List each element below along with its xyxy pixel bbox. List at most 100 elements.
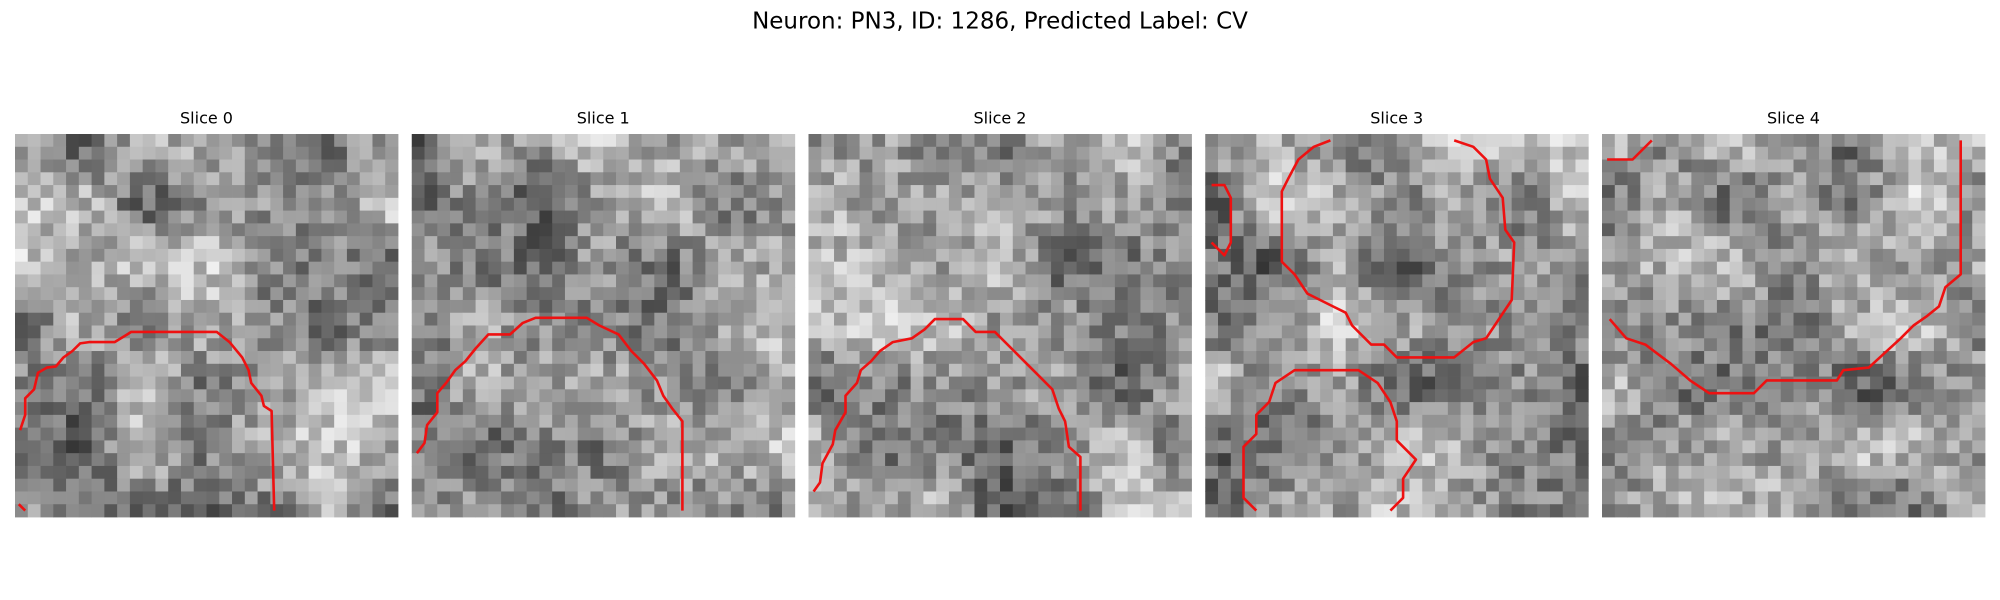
pixel	[1127, 185, 1141, 199]
pixel	[1870, 197, 1884, 211]
pixel	[1038, 478, 1052, 492]
pixel	[1089, 159, 1103, 173]
pixel	[910, 134, 924, 148]
pixel	[846, 312, 860, 326]
pixel	[1627, 197, 1641, 211]
pixel	[488, 478, 502, 492]
pixel	[1946, 453, 1960, 467]
pixel	[1038, 274, 1052, 288]
pixel	[577, 248, 591, 263]
pixel	[718, 223, 732, 237]
pixel	[1486, 338, 1500, 352]
pixel	[155, 299, 169, 314]
pixel	[603, 312, 617, 326]
pixel	[974, 338, 988, 352]
pixel	[385, 159, 399, 173]
pixel	[1473, 274, 1487, 288]
pixel	[1218, 312, 1232, 326]
pixel	[1063, 210, 1077, 224]
pixel	[1972, 402, 1986, 416]
pixel	[1102, 376, 1116, 390]
pixel	[1012, 363, 1026, 377]
pixel	[488, 197, 502, 211]
pixel	[1742, 325, 1756, 339]
pixel	[1844, 248, 1858, 263]
pixel	[1038, 134, 1052, 148]
pixel	[667, 427, 681, 441]
pixel	[1627, 299, 1641, 314]
pixel	[1038, 248, 1052, 263]
pixel	[552, 159, 566, 173]
pixel	[781, 134, 796, 148]
pixel	[654, 440, 668, 454]
pixel	[705, 248, 719, 263]
pixel	[1000, 159, 1014, 173]
pixel	[1831, 427, 1845, 441]
pixel	[1716, 299, 1731, 314]
pixel	[372, 299, 386, 314]
pixel	[1102, 261, 1116, 275]
pixel	[27, 351, 41, 365]
pixel	[1243, 440, 1257, 454]
pixel	[1165, 440, 1180, 454]
pixel	[488, 440, 502, 454]
pixel	[1243, 248, 1257, 263]
pixel	[91, 504, 105, 518]
pixel	[219, 389, 233, 403]
pixel	[730, 261, 745, 275]
pixel	[1933, 146, 1948, 160]
pixel	[104, 134, 118, 148]
pixel	[1256, 159, 1270, 173]
pixel	[808, 312, 822, 326]
pixel	[321, 491, 335, 505]
pixel	[1819, 478, 1833, 492]
pixel	[692, 261, 706, 275]
pixel	[1320, 197, 1334, 211]
pixel	[1102, 185, 1116, 199]
pixel	[308, 351, 322, 365]
pixel	[872, 223, 886, 237]
pixel	[450, 236, 464, 250]
pixel	[552, 299, 566, 314]
pixel	[411, 376, 425, 390]
pixel	[603, 299, 617, 314]
pixel	[1205, 248, 1219, 263]
pixel	[257, 504, 271, 518]
pixel	[948, 351, 963, 365]
pixel	[692, 351, 706, 365]
pixel	[15, 223, 29, 237]
pixel	[1921, 478, 1935, 492]
pixel	[577, 363, 591, 377]
pixel	[1498, 351, 1513, 365]
pixel	[718, 465, 732, 480]
pixel	[679, 363, 694, 377]
pixel	[756, 453, 770, 467]
pixel	[142, 376, 156, 390]
pixel	[692, 376, 706, 390]
pixel	[283, 210, 297, 224]
pixel	[104, 299, 118, 314]
pixel	[232, 414, 246, 429]
pixel	[117, 491, 131, 505]
pixel	[513, 351, 528, 365]
pixel	[1691, 185, 1705, 199]
pixel	[718, 312, 732, 326]
pixel	[104, 185, 118, 199]
pixel	[117, 146, 131, 160]
pixel	[1780, 325, 1794, 339]
pixel	[206, 376, 220, 390]
pixel	[1332, 274, 1347, 288]
pixel	[168, 351, 182, 365]
pixel	[730, 299, 745, 314]
pixel	[781, 351, 796, 365]
pixel	[1524, 312, 1538, 326]
pixel	[53, 338, 67, 352]
pixel	[1256, 134, 1270, 148]
pixel	[1269, 185, 1283, 199]
pixel	[705, 389, 719, 403]
pixel	[1716, 338, 1731, 352]
pixel	[552, 210, 566, 224]
pixel	[206, 248, 220, 263]
pixel	[1562, 236, 1576, 250]
pixel	[1716, 389, 1731, 403]
